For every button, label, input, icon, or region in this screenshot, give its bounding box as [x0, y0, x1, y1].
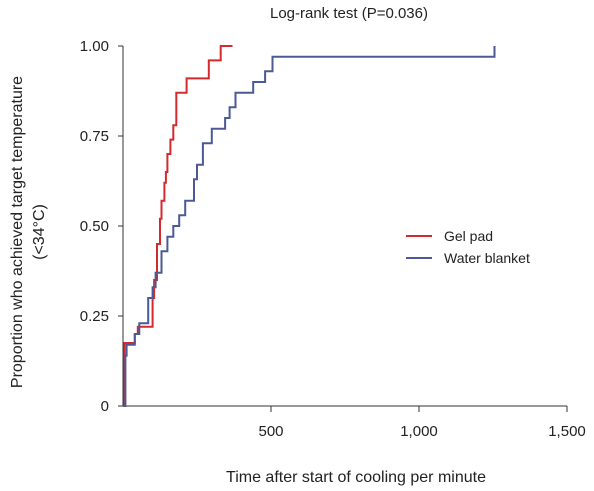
- legend: Gel pad Water blanket: [406, 228, 530, 266]
- series-group: [123, 45, 496, 407]
- y-tick-label: 0.75: [80, 128, 109, 145]
- series-line-gel-pad: [123, 45, 233, 407]
- y-tick-label: 1.00: [80, 38, 109, 55]
- chart-title: Log-rank test (P=0.036): [270, 5, 428, 22]
- y-tick-label: 0: [101, 398, 109, 415]
- y-axis-title-line1: Proportion who achieved target temperatu…: [9, 76, 26, 388]
- y-tick-label: 0.50: [80, 218, 109, 235]
- legend-label-gel-pad: Gel pad: [444, 228, 493, 244]
- x-tick-label: 1,000: [400, 423, 438, 440]
- legend-label-water-blanket: Water blanket: [444, 250, 530, 266]
- y-tick-label: 0.25: [80, 308, 109, 325]
- y-axis-title-line2: (<34°C): [31, 204, 48, 260]
- x-axis-title: Time after start of cooling per minute: [226, 469, 486, 486]
- ticks: 0 0.25 0.50 0.75 1.00 500 1,000 1,500: [80, 38, 586, 440]
- x-tick-label: 1,500: [548, 423, 586, 440]
- y-axis-title: Proportion who achieved target temperatu…: [9, 76, 48, 388]
- x-tick-label: 500: [258, 423, 283, 440]
- series-line-water-blanket: [123, 46, 496, 407]
- axes: [122, 46, 567, 407]
